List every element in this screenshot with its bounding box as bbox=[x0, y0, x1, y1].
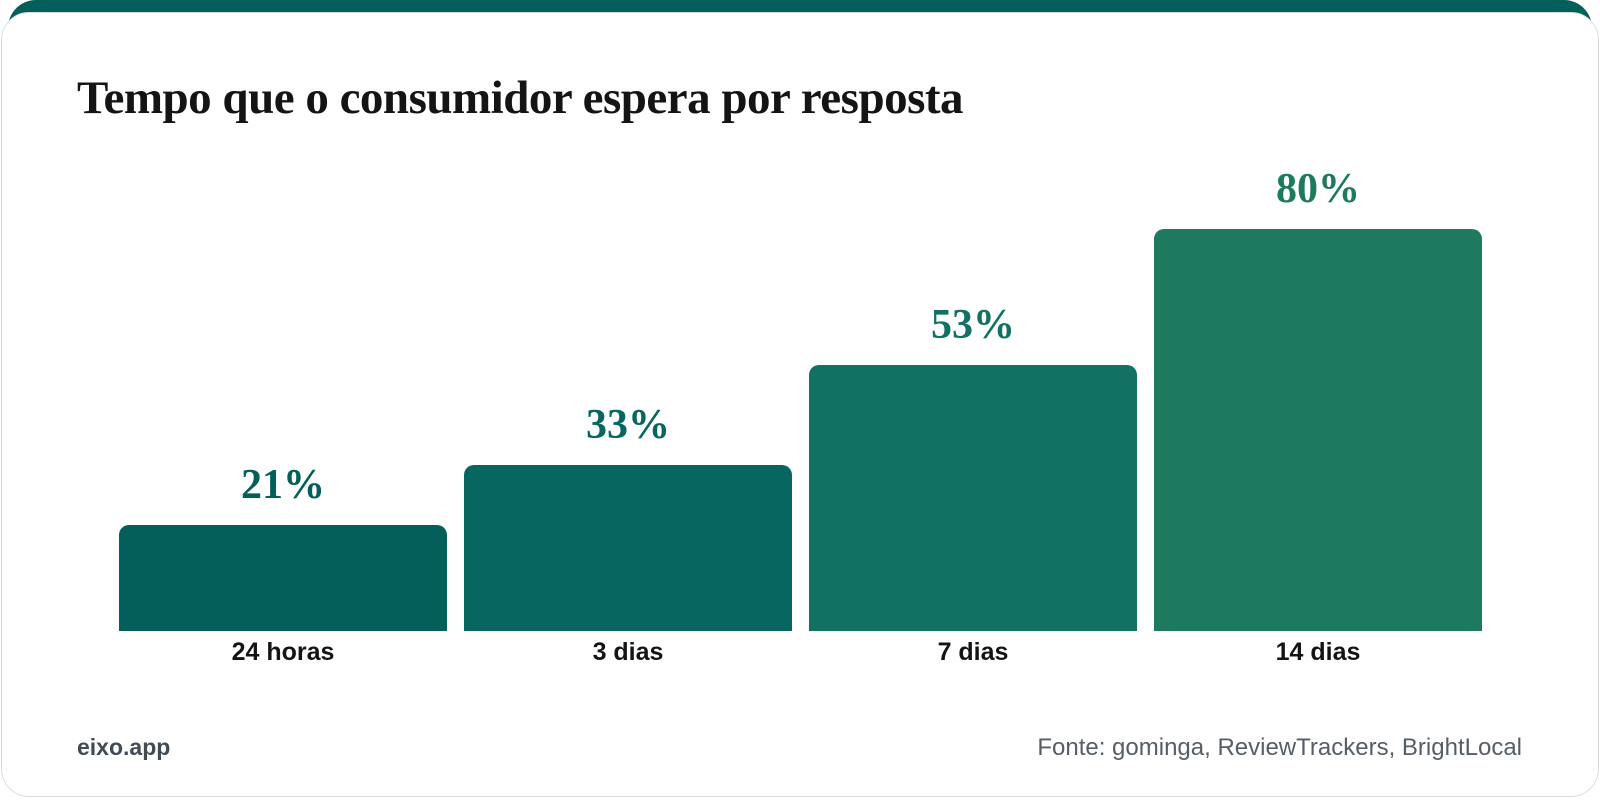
bar-column: 33% 3 dias bbox=[464, 402, 792, 666]
brand-watermark: eixo.app bbox=[77, 734, 171, 760]
bar-value-label: 33% bbox=[586, 402, 670, 448]
chart-title: Tempo que o consumidor espera por respos… bbox=[77, 72, 964, 124]
bar bbox=[464, 465, 792, 631]
card-footer: eixo.app Fonte: gominga, ReviewTrackers,… bbox=[77, 734, 1522, 762]
bar-value-label: 53% bbox=[931, 302, 1015, 348]
bar-column: 53% 7 dias bbox=[809, 302, 1137, 666]
bar bbox=[1154, 229, 1482, 631]
bar-value-label: 21% bbox=[241, 462, 325, 508]
bar-category-label: 7 dias bbox=[937, 638, 1009, 666]
bar-column: 80% 14 dias bbox=[1154, 166, 1482, 666]
bar-category-label: 3 dias bbox=[592, 638, 664, 666]
source-attribution: Fonte: gominga, ReviewTrackers, BrightLo… bbox=[1037, 734, 1522, 761]
bar bbox=[119, 525, 447, 631]
bar bbox=[809, 365, 1137, 631]
bar-category-label: 14 dias bbox=[1275, 638, 1361, 666]
bar-chart: 21% 24 horas 33% 3 dias 53% 7 dias 80% 14 dias bbox=[119, 151, 1482, 666]
bar-category-label: 24 horas bbox=[231, 638, 335, 666]
bar-value-label: 80% bbox=[1276, 166, 1360, 212]
chart-card: Tempo que o consumidor espera por respos… bbox=[1, 12, 1599, 797]
bar-column: 21% 24 horas bbox=[119, 462, 447, 666]
